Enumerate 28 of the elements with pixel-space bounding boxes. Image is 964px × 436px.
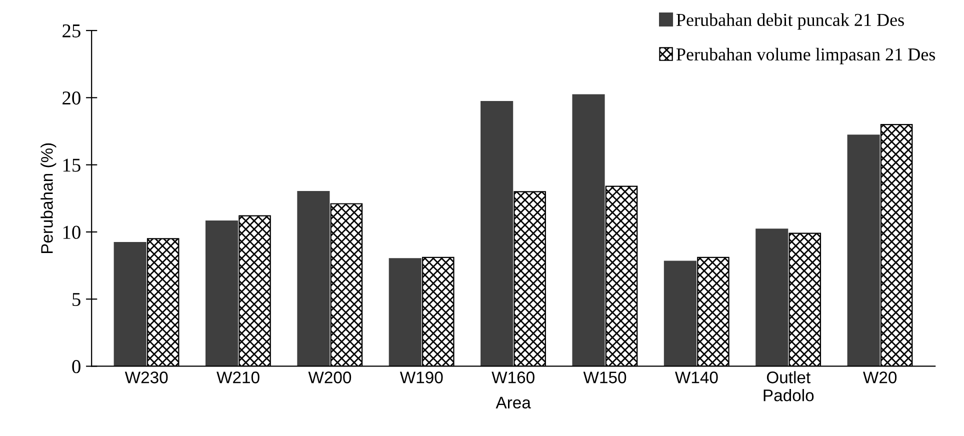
bar — [388, 258, 422, 366]
bar — [756, 228, 788, 366]
bar — [297, 190, 330, 366]
x-tick-label: W210 — [216, 372, 260, 384]
x-axis-title: Area — [496, 396, 531, 408]
y-tick-label: 25 — [62, 24, 80, 38]
x-tick-label: W160 — [492, 372, 534, 384]
y-axis-title: Perubahan (%) — [40, 143, 56, 254]
legend-label: Perubahan volume limpasan 21 Des — [676, 48, 936, 64]
x-tick-label: W150 — [583, 372, 626, 384]
x-tick-label: W200 — [308, 372, 352, 384]
bar — [847, 134, 880, 366]
bar — [205, 220, 238, 366]
bar — [114, 242, 146, 366]
bar — [664, 260, 696, 366]
y-tick-label: 5 — [72, 293, 80, 306]
x-tick-label: Outlet Padolo — [764, 371, 814, 402]
y-tick-label: 15 — [63, 158, 80, 172]
x-tick-label: W20 — [863, 372, 897, 384]
bar — [572, 94, 605, 366]
y-tick-label: 20 — [62, 91, 80, 105]
bar — [480, 101, 514, 366]
legend-label: Perubahan debit puncak 21 Des — [676, 13, 904, 30]
x-tick-label: W230 — [124, 372, 168, 384]
x-tick-label: W140 — [675, 372, 718, 384]
y-tick-label: 10 — [63, 226, 80, 239]
x-tick-label: W190 — [400, 372, 443, 384]
y-tick-label: 0 — [72, 360, 80, 374]
